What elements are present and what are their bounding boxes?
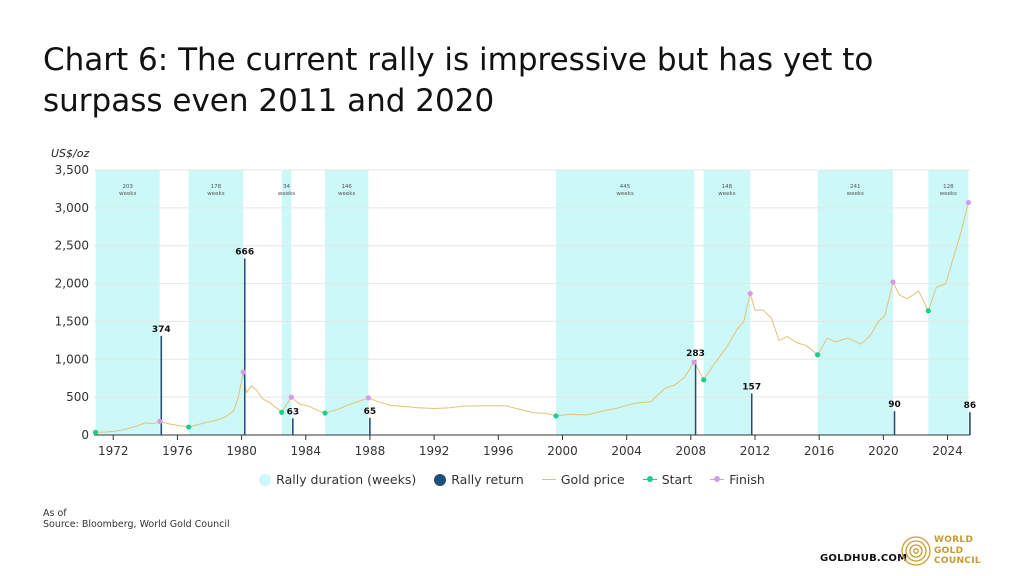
- rally-finish-point-6: [890, 279, 896, 285]
- x-tick-label-5: 1992: [419, 444, 450, 458]
- rally-duration-band-1: [188, 170, 244, 435]
- legend-label-start: Start: [661, 472, 693, 487]
- footnote: As of Source: Bloomberg, World Gold Coun…: [43, 508, 230, 530]
- rally-return-label-2: 63: [287, 407, 300, 417]
- x-tick-label-13: 2024: [932, 444, 963, 458]
- logo-wordmark: WORLD GOLD COUNCIL: [934, 535, 981, 567]
- rally-start-point-2: [279, 409, 285, 415]
- rally-duration-label-6: 241 weeks: [847, 184, 864, 197]
- logo-word-world: WORLD: [934, 535, 974, 545]
- legend-swatch-rally-duration: [259, 473, 272, 486]
- y-tick-label-0: 0: [81, 428, 89, 442]
- chart-title-line-2: surpass even 2011 and 2020: [43, 83, 495, 119]
- rally-finish-point-0: [157, 418, 163, 424]
- chart-title-line-1: Chart 6: The current rally is impressive…: [43, 42, 874, 78]
- rally-start-point-3: [322, 410, 328, 416]
- rally-duration-band-0: [95, 170, 160, 435]
- rally-return-label-6: 90: [888, 400, 901, 410]
- x-tick-label-3: 1984: [291, 444, 322, 458]
- y-tick-label-3: 1,500: [55, 314, 89, 328]
- y-axis-label: US$/oz: [51, 147, 89, 160]
- legend-item-start[interactable]: Start: [642, 472, 693, 487]
- y-tick-label-1: 500: [66, 390, 89, 404]
- x-tick-label-12: 2020: [868, 444, 899, 458]
- rally-return-label-1: 666: [235, 248, 254, 258]
- legend-swatch-finish: [710, 475, 725, 485]
- gold-rally-chart: 0 500 1,000 1,500 2,000 2,500 3,000 3,500 US$/oz…: [51, 147, 977, 458]
- rally-start-point-0: [93, 429, 99, 435]
- rally-duration-band-7: [928, 170, 969, 435]
- x-tick-label-9: 2008: [676, 444, 707, 458]
- rally-duration-band-3: [325, 170, 369, 435]
- rally-return-label-3: 65: [364, 407, 377, 417]
- rally-finish-point-7: [965, 199, 971, 206]
- legend-item-gold-price[interactable]: Gold price: [541, 472, 625, 487]
- x-tick-label-10: 2012: [740, 444, 771, 458]
- rally-return-label-4: 283: [686, 349, 705, 359]
- x-tick-label-4: 1988: [355, 444, 386, 458]
- x-tick-label-1: 1976: [162, 444, 193, 458]
- x-tick-label-8: 2004: [611, 444, 642, 458]
- y-tick-label-6: 3,000: [55, 201, 89, 215]
- rally-finish-point-1: [240, 369, 246, 375]
- rally-duration-label-7: 128 weeks: [940, 184, 957, 197]
- rally-duration-label-4: 445 weeks: [616, 184, 633, 197]
- legend-item-finish[interactable]: Finish: [710, 472, 765, 487]
- footnote-as-of: As of: [43, 508, 67, 519]
- legend-label-gold-price: Gold price: [560, 472, 625, 487]
- rally-duration-band-2: [281, 170, 292, 435]
- rally-duration-label-1: 178 weeks: [207, 184, 224, 197]
- legend-swatch-rally-return: [434, 473, 447, 486]
- legend-label-rally-duration: Rally duration (weeks): [276, 472, 417, 487]
- x-tick-label-11: 2016: [804, 444, 835, 458]
- legend-swatch-gold-price: [541, 479, 556, 480]
- footnote-source: Source: Bloomberg, World Gold Council: [43, 519, 230, 530]
- legend-item-rally-return[interactable]: Rally return: [434, 472, 524, 487]
- x-tick-label-0: 1972: [98, 444, 129, 458]
- rally-duration-band-4: [556, 170, 695, 435]
- rally-finish-point-2: [288, 394, 294, 400]
- x-tick-label-2: 1980: [226, 444, 257, 458]
- rally-finish-point-5: [747, 290, 753, 297]
- legend-label-rally-return: Rally return: [451, 472, 524, 487]
- chart-legend: Rally duration (weeks) Rally return Gold…: [0, 472, 1024, 487]
- x-tick-label-7: 2000: [547, 444, 578, 458]
- legend-swatch-start: [642, 475, 657, 485]
- y-tick-label-4: 2,000: [55, 277, 89, 291]
- rally-finish-point-4: [691, 359, 697, 365]
- rally-return-label-0: 374: [152, 325, 171, 335]
- rally-duration-label-0: 203 weeks: [119, 184, 136, 197]
- goldhub-link[interactable]: GOLDHUB.COM: [820, 553, 908, 564]
- y-tick-label-2: 1,000: [55, 352, 89, 366]
- x-tick-label-6: 1996: [483, 444, 514, 458]
- chart-title: Chart 6: The current rally is impressive…: [43, 40, 983, 122]
- y-tick-label-5: 2,500: [55, 239, 89, 253]
- y-tick-label-7: 3,500: [55, 163, 89, 177]
- rally-return-label-7: 86: [964, 401, 977, 411]
- rally-duration-label-2: 34 weeks: [278, 184, 295, 197]
- logo-word-gold: GOLD: [934, 545, 964, 556]
- rally-start-point-5: [701, 377, 707, 383]
- rally-start-point-7: [925, 308, 931, 314]
- legend-label-finish: Finish: [729, 472, 765, 487]
- rally-duration-label-5: 148 weeks: [718, 184, 735, 197]
- wgc-emblem-icon: [901, 536, 931, 566]
- world-gold-council-logo[interactable]: WORLD GOLD COUNCIL: [900, 533, 996, 573]
- gold-price-line: [95, 202, 969, 433]
- rally-return-label-5: 157: [742, 382, 761, 392]
- logo-word-council: COUNCIL: [934, 556, 981, 566]
- rally-duration-label-3: 146 weeks: [338, 184, 355, 197]
- rally-start-point-1: [186, 424, 192, 430]
- legend-item-rally-duration[interactable]: Rally duration (weeks): [259, 472, 416, 487]
- rally-start-point-4: [553, 413, 559, 419]
- rally-duration-band-5: [703, 170, 751, 435]
- rally-finish-point-3: [365, 395, 371, 401]
- rally-start-point-6: [814, 352, 821, 358]
- rally-duration-band-6: [817, 170, 893, 435]
